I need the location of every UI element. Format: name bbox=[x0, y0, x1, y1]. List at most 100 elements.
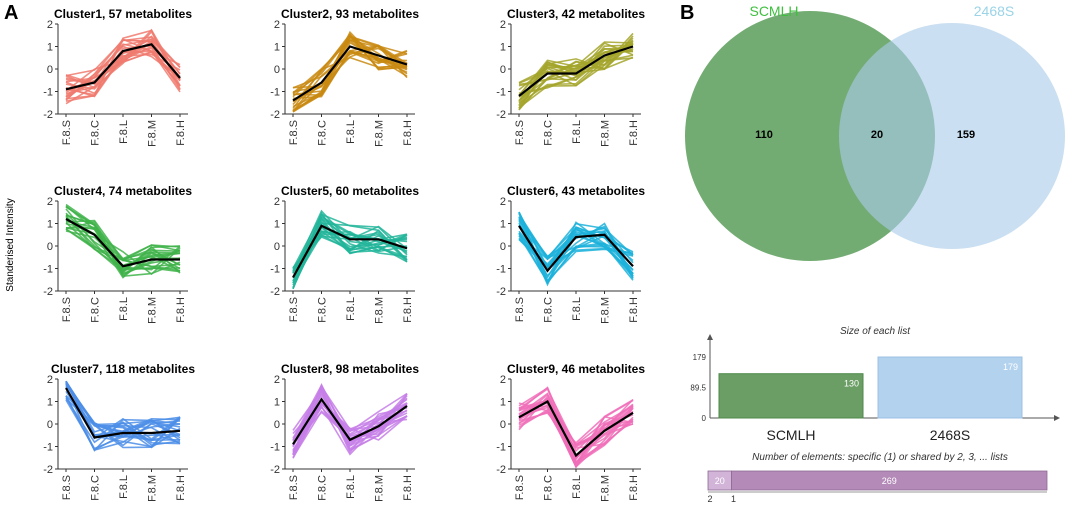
cluster-mean-line bbox=[518, 399, 634, 458]
y-tick-label: 1 bbox=[274, 42, 280, 54]
x-tick-label: F.8.H bbox=[628, 297, 640, 323]
x-tick-label: F.8.H bbox=[628, 475, 640, 501]
y-tick-label: 1 bbox=[47, 42, 53, 54]
cluster-profiles-chart: Standerised Intensity Cluster1, 57 metabo… bbox=[5, 7, 645, 502]
venn-set-label-2468s: 2468S bbox=[974, 3, 1014, 19]
y-tick-label: -2 bbox=[496, 286, 506, 298]
y-tick-label: 2 bbox=[47, 19, 53, 31]
cluster-title: Cluster2, 93 metabolites bbox=[281, 7, 419, 21]
y-tick-label: -1 bbox=[496, 442, 506, 454]
y-tick-label: -1 bbox=[43, 442, 53, 454]
x-tick-label: F.8.S bbox=[514, 120, 526, 145]
y-tick-label: 0 bbox=[274, 241, 280, 253]
x-tick-label: F.8.L bbox=[345, 297, 357, 321]
y-axis-arrow bbox=[707, 334, 713, 340]
y-tick-label: 1 bbox=[500, 42, 506, 54]
y-tick-label: 2 bbox=[500, 196, 506, 208]
x-tick-label: F.8.L bbox=[118, 475, 130, 499]
x-tick-label: F.8.S bbox=[288, 475, 300, 500]
cluster-title: Cluster9, 46 metabolites bbox=[507, 362, 645, 376]
member-profile-line bbox=[518, 42, 634, 107]
cluster-title: Cluster7, 118 metabolites bbox=[51, 362, 195, 376]
member-profile-line bbox=[292, 39, 408, 89]
y-tick-label: -1 bbox=[496, 87, 506, 99]
member-profile-line bbox=[292, 45, 408, 89]
member-profile-line bbox=[518, 393, 634, 453]
list-size-bar bbox=[877, 356, 1023, 419]
shared-count-value: 269 bbox=[882, 476, 897, 486]
member-profiles bbox=[292, 209, 408, 290]
y-tick-label: -2 bbox=[270, 464, 280, 476]
x-tick-label: F.8.M bbox=[600, 297, 612, 324]
list-size-y-tick: 89.5 bbox=[690, 384, 706, 393]
member-profile-line bbox=[292, 400, 408, 455]
member-profile-line bbox=[65, 381, 181, 426]
y-tick-label: -2 bbox=[496, 464, 506, 476]
x-tick-label: F.8.C bbox=[317, 297, 329, 323]
y-tick-label: -2 bbox=[43, 109, 53, 121]
member-profiles bbox=[292, 30, 408, 113]
x-tick-label: F.8.H bbox=[175, 120, 187, 146]
cluster-mean-line bbox=[65, 43, 181, 91]
y-tick-label: 1 bbox=[274, 397, 280, 409]
member-profile-line bbox=[292, 33, 408, 112]
x-tick-label: F.8.L bbox=[345, 120, 357, 144]
cluster-mean-line bbox=[518, 225, 634, 273]
cluster-mean-line bbox=[518, 45, 634, 97]
cluster-title: Cluster1, 57 metabolites bbox=[54, 7, 192, 21]
y-tick-label: 1 bbox=[47, 219, 53, 231]
member-profile-line bbox=[65, 399, 181, 450]
member-profile-line bbox=[65, 35, 181, 95]
member-profile-line bbox=[518, 42, 634, 91]
list-size-bar bbox=[718, 373, 864, 419]
x-tick-label: F.8.M bbox=[147, 297, 159, 324]
x-tick-label: F.8.M bbox=[374, 475, 386, 502]
shared-count-title: Number of elements: specific (1) or shar… bbox=[752, 452, 1008, 463]
x-tick-label: F.8.L bbox=[571, 297, 583, 321]
shared-count-segment bbox=[731, 470, 1048, 491]
list-size-category-label: 2468S bbox=[930, 427, 970, 443]
y-tick-label: -1 bbox=[43, 264, 53, 276]
y-tick-label: 1 bbox=[47, 397, 53, 409]
y-tick-label: 2 bbox=[47, 196, 53, 208]
member-profile-line bbox=[292, 382, 408, 455]
x-tick-label: F.8.S bbox=[288, 297, 300, 322]
cluster-title: Cluster4, 74 metabolites bbox=[54, 184, 192, 198]
y-tick-label: 1 bbox=[274, 219, 280, 231]
x-tick-label: F.8.C bbox=[317, 475, 329, 501]
member-profile-line bbox=[518, 397, 634, 459]
venn-set-2468s bbox=[839, 23, 1065, 249]
y-tick-label: 2 bbox=[47, 374, 53, 386]
cluster-title: Cluster3, 42 metabolites bbox=[507, 7, 645, 21]
member-profile-line bbox=[65, 208, 181, 272]
y-tick-label: 0 bbox=[274, 64, 280, 76]
x-tick-label: F.8.M bbox=[147, 120, 159, 147]
venn-diagram: SCMLH 2468S 110 20 159 bbox=[685, 3, 1065, 261]
member-profile-line bbox=[518, 215, 634, 278]
member-profile-line bbox=[292, 389, 408, 455]
cluster-mean-line bbox=[292, 224, 408, 279]
venn-count-scmlh-only: 110 bbox=[755, 129, 773, 141]
y-tick-label: 2 bbox=[500, 19, 506, 31]
y-tick-label: 2 bbox=[500, 374, 506, 386]
member-profile-line bbox=[65, 214, 181, 276]
panel-a-label: A bbox=[4, 2, 19, 24]
x-tick-label: F.8.H bbox=[402, 475, 414, 501]
x-tick-label: F.8.S bbox=[61, 475, 73, 500]
x-tick-label: F.8.H bbox=[402, 297, 414, 323]
y-tick-label: -1 bbox=[496, 264, 506, 276]
member-profile-line bbox=[65, 38, 181, 101]
x-tick-label: F.8.M bbox=[374, 297, 386, 324]
member-profiles bbox=[292, 382, 408, 459]
x-tick-label: F.8.S bbox=[514, 475, 526, 500]
x-tick-label: F.8.C bbox=[317, 120, 329, 146]
x-tick-label: F.8.M bbox=[600, 475, 612, 502]
x-tick-label: F.8.L bbox=[118, 297, 130, 321]
member-profile-line bbox=[518, 41, 634, 96]
member-profile-line bbox=[518, 44, 634, 109]
member-profile-line bbox=[292, 41, 408, 111]
list-size-bar-value: 130 bbox=[844, 379, 859, 389]
x-tick-label: F.8.H bbox=[175, 475, 187, 501]
y-tick-label: 1 bbox=[500, 219, 506, 231]
member-profile-line bbox=[292, 387, 408, 441]
